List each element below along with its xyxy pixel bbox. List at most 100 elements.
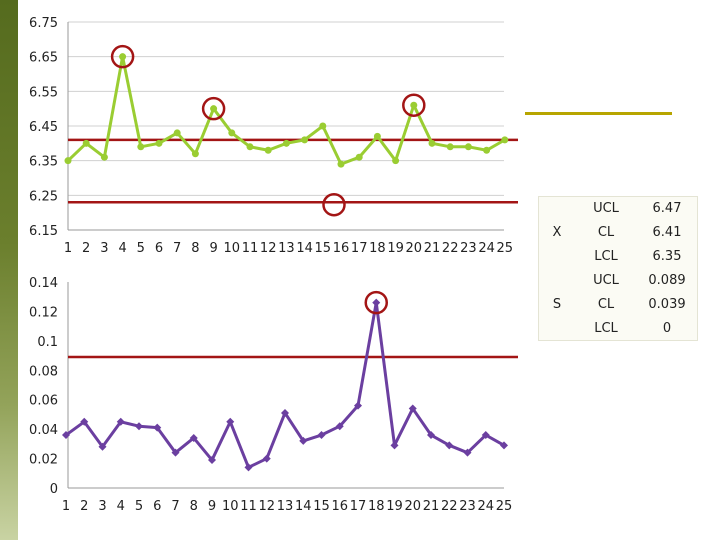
chart2-x-tick-label: 13 (277, 499, 294, 514)
chart1-data-point (301, 136, 309, 144)
chart1-x-tick-label: 19 (387, 241, 404, 256)
chart1-x-tick-label: 2 (82, 241, 90, 256)
table-cell-value: 0.089 (648, 272, 686, 288)
chart2-data-point (354, 401, 362, 410)
chart1-data-point (228, 129, 236, 137)
chart2-data-point (98, 442, 107, 451)
table-row: UCL 0.089 (539, 268, 698, 292)
chart1-data-point (246, 143, 254, 151)
chart1-x-tick-label: 7 (173, 241, 181, 256)
chart1-x-tick-label: 23 (460, 241, 477, 256)
chart2-data-point (80, 417, 89, 426)
table-cell-value: 6.35 (652, 249, 682, 265)
table-cell-group: X (552, 225, 562, 241)
table-row: LCL 0 (539, 316, 698, 340)
stats-table: UCL 6.47 X CL 6.41 LCL 6.35 UCL 0.089 S … (538, 196, 698, 341)
chart2-data-point (317, 431, 326, 440)
chart1-x-tick-label: 1 (64, 241, 72, 256)
chart2-y-tick-label: 0.02 (29, 453, 58, 468)
chart1-data-point (483, 146, 491, 154)
chart2-x-tick-label: 5 (135, 499, 143, 514)
chart1-data-point (191, 150, 199, 158)
chart2-y-tick-label: 0.08 (29, 364, 58, 379)
chart1-x-tick-label: 21 (424, 241, 441, 256)
chart2-x-tick-label: 16 (331, 499, 348, 514)
chart1-y-tick-label: 6.75 (29, 16, 58, 31)
chart2-highlight-ring (364, 290, 388, 315)
chart1-data-point (82, 139, 90, 147)
chart1-x-tick-label: 12 (260, 241, 277, 256)
chart2-data-point (390, 441, 399, 450)
chart2-data-point (262, 454, 271, 463)
chart2-x-tick-label: 21 (423, 499, 440, 514)
table-cell-label: LCL (594, 249, 618, 265)
legend-line (525, 112, 672, 115)
chart1-x-tick-label: 9 (209, 241, 217, 256)
chart1-x-tick-label: 16 (333, 241, 350, 256)
table-row: UCL 6.47 (539, 197, 698, 221)
table-cell-value: 0 (662, 320, 672, 336)
chart1-x-tick-label: 8 (191, 241, 199, 256)
chart2-data-point (335, 422, 344, 431)
chart2-x-tick-label: 17 (350, 499, 367, 514)
chart2-x-tick-label: 22 (441, 499, 458, 514)
chart1-data-point (337, 160, 345, 168)
table-cell-value: 6.41 (652, 225, 682, 241)
chart1-data-point (137, 143, 145, 151)
slide-accent-bar (0, 0, 18, 540)
table-cell-label: CL (597, 296, 615, 312)
chart2-data-point (226, 417, 235, 426)
chart1-data-point (428, 139, 436, 147)
chart2-x-tick-label: 23 (459, 499, 476, 514)
chart1-data-point (410, 101, 418, 109)
chart2-y-tick-label: 0.04 (29, 423, 58, 438)
chart2-data-point (171, 448, 180, 457)
chart1-data-point (464, 143, 472, 151)
chart2-data-point (281, 408, 289, 417)
chart2-data-point (481, 431, 490, 440)
chart1-data-point (446, 143, 454, 151)
chart2-x-tick-label: 24 (477, 499, 494, 514)
chart2-data-point (299, 436, 308, 445)
chart1-y-tick-label: 6.45 (29, 120, 58, 135)
chart1-x-tick-label: 11 (242, 241, 259, 256)
chart2-data-point (445, 441, 454, 450)
chart1-x-tick-label: 13 (278, 241, 295, 256)
table-row: X CL 6.41 (539, 221, 698, 245)
chart2-x-tick-label: 12 (258, 499, 275, 514)
chart1-data-point (173, 129, 181, 137)
chart2-data-point (135, 422, 143, 431)
chart2-x-tick-label: 8 (190, 499, 198, 514)
chart2-y-tick-label: 0.1 (37, 335, 58, 350)
chart2-data-point (244, 463, 253, 472)
chart1-x-tick-label: 25 (497, 241, 514, 256)
chart2-data-point (208, 456, 216, 465)
chart1-y-tick-label: 6.65 (29, 51, 58, 66)
chart1-data-point (319, 122, 327, 130)
table-cell-value: 0.039 (648, 296, 686, 312)
chart1-x-tick-label: 10 (224, 241, 241, 256)
chart2-x-tick-label: 1 (62, 499, 70, 514)
chart2-data-point (372, 298, 381, 307)
table-cell-group (539, 245, 576, 269)
chart1-data-point (64, 157, 72, 165)
chart2-data-point (427, 431, 435, 440)
chart2-data-point (463, 448, 472, 457)
chart1-x-tick-label: 18 (369, 241, 386, 256)
chart2-x-tick-label: 25 (496, 499, 513, 514)
chart1-highlight-ring (402, 93, 426, 117)
chart1-series-line (66, 55, 506, 166)
table-cell-label: UCL (593, 272, 619, 288)
chart2-x-tick-label: 14 (295, 499, 312, 514)
chart1-x-tick-label: 4 (118, 241, 126, 256)
chart1-x-tick-label: 17 (351, 241, 368, 256)
chart2-y-tick-label: 0.06 (29, 394, 58, 409)
table-cell-group: S (552, 296, 562, 312)
table-cell-group (539, 316, 576, 340)
chart2-x-tick-label: 20 (404, 499, 421, 514)
chart1-highlight-ring (201, 96, 226, 121)
chart2-y-tick-label: 0.12 (29, 305, 58, 320)
chart1-data-point (282, 139, 290, 147)
chart1-data-point (355, 153, 363, 161)
